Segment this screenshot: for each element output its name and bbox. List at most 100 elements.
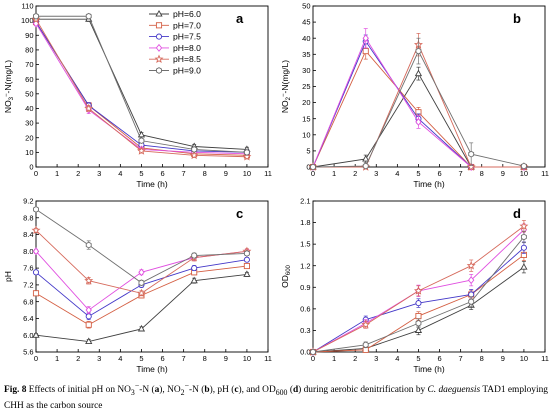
caption-part: Effects of initial pH on NO	[26, 385, 131, 396]
y-tick-label: 110	[22, 2, 34, 11]
y-tick-label: 10	[302, 130, 310, 139]
series-pH=9.0	[310, 37, 527, 171]
data-point	[33, 12, 39, 20]
x-tick-label: 7	[459, 169, 463, 178]
y-tick-label: 80	[25, 46, 33, 55]
data-point	[414, 69, 423, 77]
y-tick-label: 100	[21, 16, 34, 25]
y-axis-title-superscript: −	[4, 93, 10, 97]
charts-canvas: 0 1 2 3 4 5 6 7 8 9 10 110102030405060708090100110T…	[3, 2, 549, 374]
data-point	[310, 348, 316, 356]
data-point	[243, 148, 250, 156]
caption-part: -N (	[139, 385, 155, 396]
y-tick-label: 40	[302, 34, 310, 43]
data-point	[243, 270, 251, 277]
caption-part: -N (	[189, 385, 205, 396]
x-tick-label: 1	[332, 169, 336, 178]
y-tick-label: 40	[25, 104, 33, 113]
series-pH=7.5	[32, 256, 250, 321]
data-point	[362, 154, 370, 162]
x-tick-label: 6	[160, 354, 164, 363]
data-point	[361, 319, 371, 329]
x-tick-label: 11	[541, 354, 549, 363]
y-tick-label: 60	[25, 75, 33, 84]
x-tick-label: 0	[311, 169, 315, 178]
caption-ref-a: a	[154, 385, 160, 396]
x-tick-label: 9	[224, 169, 228, 178]
legend-marker	[154, 54, 164, 64]
caption-sup: −	[134, 381, 140, 390]
x-tick-label: 2	[353, 354, 357, 363]
y-axis-title-subscript: 2	[286, 96, 292, 100]
x-tick-label: 3	[97, 169, 101, 178]
chart-a: 0 1 2 3 4 5 6 7 8 9 10 110102030405060708090100110T…	[3, 2, 272, 189]
x-axis-title: Time (h)	[413, 364, 444, 374]
y-axis-title-part: OD	[280, 275, 290, 288]
y-axis-title-superscript: −	[281, 93, 287, 97]
caption-fig-number: Fig. 8	[4, 385, 27, 396]
series-pH=9.0	[33, 12, 250, 156]
data-point	[31, 225, 41, 235]
x-tick-label: 0	[34, 169, 38, 178]
data-point	[243, 262, 250, 270]
data-point	[520, 162, 527, 170]
data-point	[33, 206, 39, 213]
data-point	[243, 250, 250, 257]
data-point	[136, 288, 146, 298]
data-point	[310, 163, 316, 171]
caption-species: C. daeguensis	[427, 385, 481, 396]
data-point	[362, 162, 369, 170]
x-tick-label: 9	[501, 354, 505, 363]
x-tick-label: 10	[520, 169, 528, 178]
data-point	[85, 337, 93, 345]
data-point	[85, 321, 92, 328]
legend-label: pH=8.5	[173, 54, 201, 64]
x-tick-label: 9	[501, 169, 505, 178]
data-point	[191, 146, 198, 153]
x-tick-label: 11	[264, 169, 272, 178]
x-tick-label: 2	[76, 354, 80, 363]
data-point	[362, 34, 369, 43]
data-point	[415, 117, 422, 126]
x-axis-title: Time (h)	[413, 179, 444, 189]
series-pH=9.0	[310, 230, 527, 356]
data-point	[466, 162, 476, 171]
x-tick-label: 6	[437, 169, 441, 178]
plot-frame	[312, 5, 546, 168]
legend-label: pH=8.0	[173, 43, 201, 53]
y-tick-label: 1.2	[300, 261, 310, 270]
caption-part: ), NO	[159, 385, 181, 396]
x-tick-label: 1	[55, 354, 59, 363]
x-axis-title: Time (h)	[136, 179, 167, 189]
y-axis-title-part: -N(mg/L)	[3, 60, 13, 94]
y-axis-title: NO2−-N(mg/L)	[280, 60, 292, 113]
x-tick-label: 0	[34, 354, 38, 363]
data-point	[519, 221, 529, 230]
y-tick-label: 7.2	[23, 280, 33, 289]
x-tick-label: 8	[480, 354, 484, 363]
x-tick-label: 4	[118, 169, 122, 178]
data-point	[136, 146, 146, 155]
y-tick-label: 50	[302, 2, 310, 11]
data-point	[138, 268, 145, 277]
caption-part: (	[287, 385, 293, 396]
y-tick-label: 0	[29, 163, 33, 172]
y-tick-label: 30	[302, 66, 310, 75]
series-pH=8.5	[31, 225, 252, 298]
y-axis-title-part: NO	[3, 100, 13, 113]
data-point	[190, 276, 198, 284]
data-point	[415, 312, 422, 320]
x-tick-label: 3	[97, 354, 101, 363]
y-tick-label: 8.8	[23, 213, 33, 222]
chart-c: 0 1 2 3 4 5 6 7 8 9 10 11 5.6 6.0 6.4 6.8 7.2 7.6 8.0 8.4 8.…	[3, 197, 272, 374]
x-tick-label: 0	[311, 354, 315, 363]
y-tick-label: 6.4	[23, 314, 33, 323]
y-tick-label: 8.0	[23, 247, 33, 256]
y-axis-title-part: -N(mg/L)	[280, 60, 290, 94]
plot-frame	[35, 5, 269, 168]
chart-d: 0 1 2 3 4 5 6 7 8 9 10 11 0.0 0.3 0.6 0.9 1.2 1.5 1.8 2.1 Ti…	[280, 197, 549, 374]
y-tick-label: 9.2	[23, 197, 33, 206]
x-tick-label: 1	[55, 169, 59, 178]
data-point	[84, 275, 94, 285]
